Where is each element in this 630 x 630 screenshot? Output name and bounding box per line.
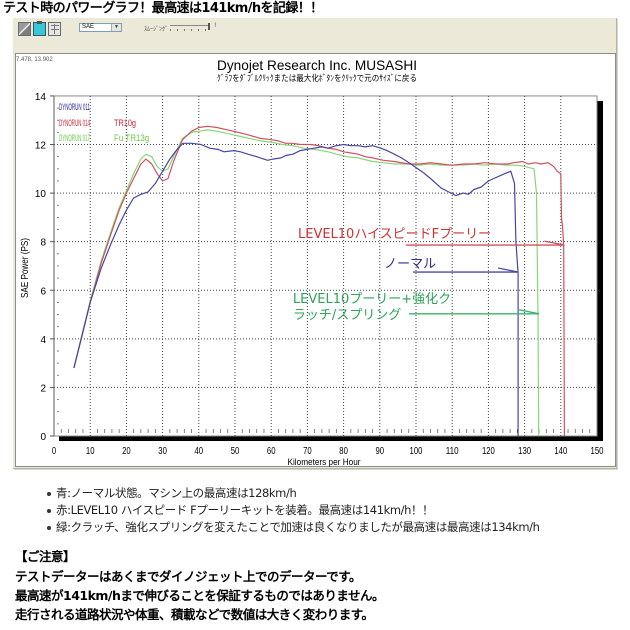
x-tick-label: 140 xyxy=(554,446,567,457)
bullet-icon xyxy=(47,525,51,530)
plot-frame xyxy=(53,95,603,441)
annotation-text: LEVEL10プーリー+強化ク xyxy=(293,292,451,307)
x-tick-label: 50 xyxy=(231,446,240,457)
grid-icon[interactable] xyxy=(48,22,61,36)
page-title: テスト時のパワーグラフ！最高速は141km/hを記録！！ xyxy=(3,1,323,16)
x-tick-label: 80 xyxy=(339,446,348,457)
x-tick-label: 150 xyxy=(591,446,604,457)
arrowhead-icon xyxy=(518,309,540,315)
x-tick-label: 30 xyxy=(158,446,167,457)
x-tick-label: 0 xyxy=(52,446,57,457)
slider-track xyxy=(170,25,210,26)
clipboard-icon[interactable] xyxy=(33,21,46,36)
y-tick-label: 8 xyxy=(40,238,46,249)
smoothing-slider[interactable] xyxy=(170,23,210,32)
power-standard-dropdown[interactable]: SAE ▼ xyxy=(79,23,122,32)
bullet-text: 赤:LEVEL10 ハイスピード Fプーリーキットを装着。最高速は141km/h… xyxy=(56,503,434,517)
power-chart[interactable]: Dynojet Research Inc. MUSASHI ｸﾞﾗﾌをﾀﾞﾌﾞﾙ… xyxy=(16,54,617,468)
annotation-text: ラッチ/スプリング xyxy=(293,308,401,323)
y-tick-label: 2 xyxy=(40,383,46,394)
slider-value-mark: ! xyxy=(214,22,217,29)
x-tick-label: 20 xyxy=(122,446,131,457)
annotation-text: ノーマル xyxy=(384,257,436,272)
cursor-coordinates: 7.478, 13.902 xyxy=(16,57,53,63)
x-tick-label: 10 xyxy=(86,446,95,457)
x-tick-label: 130 xyxy=(518,446,531,457)
x-tick-label: 90 xyxy=(376,446,385,457)
legend-run-label: DYNORUN 014 xyxy=(59,118,90,128)
bullet-text: 緑:クラッチ、強化スプリングを変えたことで加速は良くなりましたが最高速は最高速は… xyxy=(56,520,540,534)
series-line-dynorun-017 xyxy=(73,129,540,437)
x-tick-label: 60 xyxy=(267,446,276,457)
magnify-icon[interactable] xyxy=(18,22,31,36)
y-tick-label: 12 xyxy=(35,141,47,152)
caution-heading: 【ご注意】 xyxy=(15,549,76,564)
caution-line: 最高速が141km/hまで伸びることを保証するものではありません。 xyxy=(15,588,385,603)
list-item: 緑:クラッチ、強化スプリングを変えたことで加速は良くなりましたが最高速は最高速は… xyxy=(47,519,540,535)
caution-line: 走行される道路状況や体重、積載などで数値は大きく変わります。 xyxy=(15,607,374,622)
legend-run-label: DYNORUN 011 xyxy=(59,102,90,112)
bullet-icon xyxy=(47,508,51,513)
y-tick-label: 0 xyxy=(40,432,46,443)
y-tick-label: 6 xyxy=(40,286,46,297)
smoothing-label: ｽﾑｰｼﾞﾝｸﾞ xyxy=(144,27,169,33)
x-axis-label: Kilometers per Hour xyxy=(288,457,361,468)
y-tick-label: 4 xyxy=(40,335,46,346)
chart-title: Dynojet Research Inc. MUSASHI xyxy=(217,57,417,73)
legend: DYNORUN 011 DYNORUN 014 TR10g DYNORUN 017 Fu… xyxy=(59,102,149,143)
arrowhead-icon xyxy=(544,240,565,246)
x-tick-label: 110 xyxy=(446,446,459,457)
series-lines xyxy=(73,125,566,437)
x-tick-label: 120 xyxy=(482,446,495,457)
series-line-dynorun-011 xyxy=(73,142,519,436)
y-axis-label: SAE Power (PS) xyxy=(20,238,31,298)
arrowhead-icon xyxy=(497,267,519,273)
slider-ticks xyxy=(170,29,210,31)
chart-panel[interactable]: Dynojet Research Inc. MUSASHI ｸﾞﾗﾌをﾀﾞﾌﾞﾙ… xyxy=(15,53,617,468)
legend-run-note: Fu TR13g xyxy=(114,133,149,143)
plot-shadow-bottom xyxy=(59,436,603,441)
slider-thumb[interactable] xyxy=(208,23,210,30)
chart-subtitle: ｸﾞﾗﾌをﾀﾞﾌﾞﾙｸﾘｯｸまたは最大化ﾎﾞﾀﾝをｸﾘｯｸで元のｻｲｽﾞに戻る xyxy=(217,73,417,83)
bullet-icon xyxy=(47,491,51,496)
chevron-down-icon[interactable]: ▼ xyxy=(111,24,121,31)
y-tick-label: 14 xyxy=(35,92,47,103)
list-item: 青:ノーマル状態。マシン上の最高速は128km/h xyxy=(47,485,297,501)
annotation-text: LEVEL10ハイスピードFプーリー xyxy=(298,227,491,242)
plot-area xyxy=(53,95,598,437)
x-tick-label: 70 xyxy=(303,446,312,457)
dyno-graph-window: SAE ▼ ｽﾑｰｼﾞﾝｸﾞ ! Dynojet Research Inc. M… xyxy=(13,18,617,469)
legend-run-label: DYNORUN 017 xyxy=(59,133,90,143)
x-tick-label: 100 xyxy=(410,446,423,457)
bullet-text: 青:ノーマル状態。マシン上の最高速は128km/h xyxy=(56,486,297,500)
y-tick-label: 10 xyxy=(35,189,47,200)
x-tick-label: 40 xyxy=(195,446,204,457)
dropdown-value: SAE xyxy=(82,24,95,30)
caution-line: テストデーターはあくまでダイノジェット上でのデーターです。 xyxy=(15,569,362,584)
axis-labels: Kilometers per Hour SAE Power (PS) xyxy=(20,238,361,468)
legend-run-note: TR10g xyxy=(114,118,136,128)
list-item: 赤:LEVEL10 ハイスピード Fプーリーキットを装着。最高速は141km/h… xyxy=(47,502,434,518)
plot-shadow-right xyxy=(597,100,603,441)
